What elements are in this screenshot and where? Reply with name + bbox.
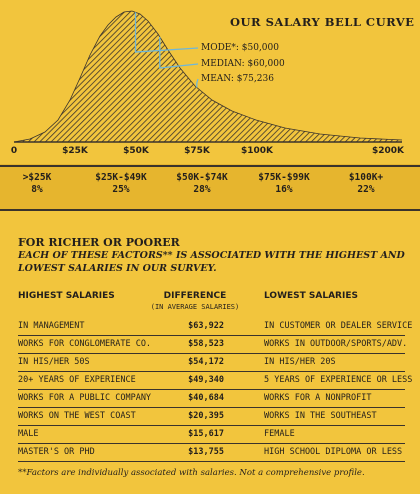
table-row: WORKS ON THE WEST COAST $20,395 WORKS IN… [18,408,405,426]
lowest-salary-factor: 5 YEARS OF EXPERIENCE OR LESS [264,375,413,385]
range-label: $50K-$74K [176,172,228,183]
table-row: IN HIS/HER 50S $54,172 IN HIS/HER 20S [18,354,405,372]
x-tick-label: $25K [62,146,88,156]
range-share: 25% [112,184,130,195]
section-subtitle: EACH OF THESE FACTORS** IS ASSOCIATED WI… [18,250,405,274]
salary-difference: $49,340 [188,375,224,385]
table-row: MASTER'S OR PHD $13,755 HIGH SCHOOL DIPL… [18,444,405,462]
salary-difference: $20,395 [188,411,224,421]
table-row: MALE $15,617 FEMALE [18,426,405,444]
salary-difference: $13,755 [188,447,224,457]
stat-leader-mean [196,78,199,88]
highest-salary-factor: IN MANAGEMENT [18,321,85,331]
lowest-salary-factor: IN CUSTOMER OR DEALER SERVICE [264,321,413,331]
stat-leader-lines [134,12,199,88]
salary-difference: $58,523 [188,339,224,349]
column-header-difference: DIFFERENCE [163,291,227,301]
range-share: 16% [275,184,293,195]
table-row: 20+ YEARS OF EXPERIENCE $49,340 5 YEARS … [18,372,412,390]
salary-difference: $40,684 [188,393,224,403]
footnote: **Factors are individually associated wi… [18,468,365,478]
range-item: $50K-$74K 28% [162,172,242,196]
range-label: $100K+ [348,172,384,183]
bell-curve-outline [13,10,403,143]
lowest-salary-factor: FEMALE [264,429,295,439]
range-label: $25K-$49K [95,172,147,183]
lowest-salary-factor: WORKS IN THE SOUTHEAST [264,411,377,421]
lowest-salary-factor: WORKS FOR A NONPROFIT [264,393,372,403]
lowest-salary-factor: WORKS IN OUTDOOR/SPORTS/ADV. [264,339,408,349]
column-header-lowest: LOWEST SALARIES [264,291,358,301]
highest-salary-factor: WORKS ON THE WEST COAST [18,411,136,421]
x-tick-label: $75K [184,146,210,156]
x-tick-label: 0 [10,146,18,156]
range-item: $25K-$49K 25% [81,172,161,196]
column-header-highest: HIGHEST SALARIES [18,291,115,301]
highest-salary-factor: 20+ YEARS OF EXPERIENCE [18,375,136,385]
range-label: >$25K [22,172,52,183]
range-item: $100K+ 22% [326,172,406,196]
stat-median: MEDIAN: $60,000 [201,59,285,69]
band-top-rule [0,165,420,167]
salary-difference: $15,617 [188,429,224,439]
highest-salary-factor: MASTER'S OR PHD [18,447,95,457]
lowest-salary-factor: HIGH SCHOOL DIPLOMA OR LESS [264,447,403,457]
bell-curve-chart [13,10,403,143]
salary-difference: $54,172 [188,357,224,367]
band-bottom-rule [0,209,420,211]
x-tick-label: $200K [371,146,405,156]
range-item: >$25K 8% [0,172,77,196]
range-item: $75K-$99K 16% [244,172,324,196]
stat-mean: MEAN: $75,236 [201,74,274,84]
column-subheader-difference: (IN AVERAGE SALARIES) [150,303,240,311]
table-row: IN MANAGEMENT $63,922 IN CUSTOMER OR DEA… [18,318,412,336]
range-share: 8% [31,184,43,195]
table-row: WORKS FOR CONGLOMERATE CO. $58,523 WORKS… [18,336,408,354]
salary-range-band [0,164,420,210]
bell-curve-area [14,11,402,142]
highest-salary-factor: WORKS FOR CONGLOMERATE CO. [18,339,152,349]
range-share: 22% [357,184,375,195]
table-row: WORKS FOR A PUBLIC COMPANY $40,684 WORKS… [18,390,405,408]
range-share: 28% [193,184,211,195]
stat-leader-median [159,36,199,69]
x-tick-label: $100K [240,146,274,156]
lowest-salary-factor: IN HIS/HER 20S [264,357,336,367]
highest-salary-factor: MALE [18,429,39,439]
highest-salary-factor: IN HIS/HER 50S [18,357,90,367]
stat-leader-mode [134,12,199,53]
salary-difference: $63,922 [188,321,224,331]
range-label: $75K-$99K [258,172,310,183]
section-title: FOR RICHER OR POORER [18,236,180,249]
stat-mode: MODE*: $50,000 [201,43,279,53]
x-tick-label: $50K [123,146,149,156]
highest-salary-factor: WORKS FOR A PUBLIC COMPANY [18,393,152,403]
chart-title: OUR SALARY BELL CURVE [230,15,415,29]
